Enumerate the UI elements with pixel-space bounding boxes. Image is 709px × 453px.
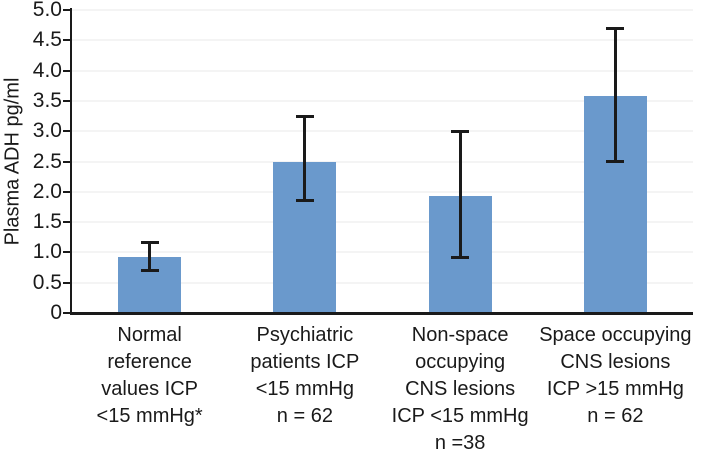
y-tick-mark [63,312,70,314]
error-bar-cap-bottom [606,159,625,163]
error-bar-cap-bottom [140,268,159,272]
y-tick-mark [63,69,70,72]
gridline [72,39,693,42]
gridline [72,130,693,133]
x-category-label: Normal reference values ICP <15 mmHg* [96,324,203,427]
y-tick-label: 4.5 [32,28,62,52]
gridline [72,69,693,72]
gridline [72,99,693,102]
y-tick-mark [63,130,70,133]
error-bar-cap-top [295,115,314,119]
gridline [72,9,693,11]
y-tick-label: 0 [50,301,62,324]
y-tick-label: 1.0 [32,240,62,264]
y-tick-mark [63,160,70,163]
y-tick-mark [63,251,70,254]
y-tick-mark [63,281,70,284]
error-bar-line [613,28,617,162]
error-bar-cap-bottom [295,198,314,202]
y-tick-label: 4.0 [32,58,62,82]
gridline [72,190,693,193]
y-tick-mark [63,190,70,193]
y-tick-mark [63,221,70,224]
error-bar-cap-top [451,130,470,134]
y-tick-label: 1.5 [32,210,62,234]
error-bar-cap-bottom [451,256,470,260]
y-tick-label: 0.5 [32,270,62,294]
x-category-label: Psychiatric patients ICP <15 mmHg n = 62 [250,324,360,427]
y-tick-label: 3.5 [32,88,62,112]
y-axis-line [70,8,72,315]
error-bar-cap-top [140,241,159,245]
x-category-label: Non-space occupying CNS lesions ICP <15 mmH… [391,324,529,453]
gridline [72,160,693,163]
gridline [72,281,693,284]
y-tick-label: 3.0 [32,119,62,143]
error-bar-line [148,242,152,271]
y-tick-mark [63,39,70,42]
gridline [72,221,693,224]
gridline [72,251,693,254]
y-tick-mark [63,9,70,11]
y-tick-mark [63,99,70,102]
y-tick-label: 5.0 [32,0,62,21]
x-axis-line [70,312,693,315]
y-tick-label: 2.0 [32,179,62,203]
error-bar-line [303,116,307,201]
error-bar-line [458,131,462,259]
x-category-label: Space occupying CNS lesions ICP >15 mmHg n … [539,324,692,427]
y-tick-label: 2.5 [32,149,62,173]
error-bar-cap-top [606,27,625,31]
